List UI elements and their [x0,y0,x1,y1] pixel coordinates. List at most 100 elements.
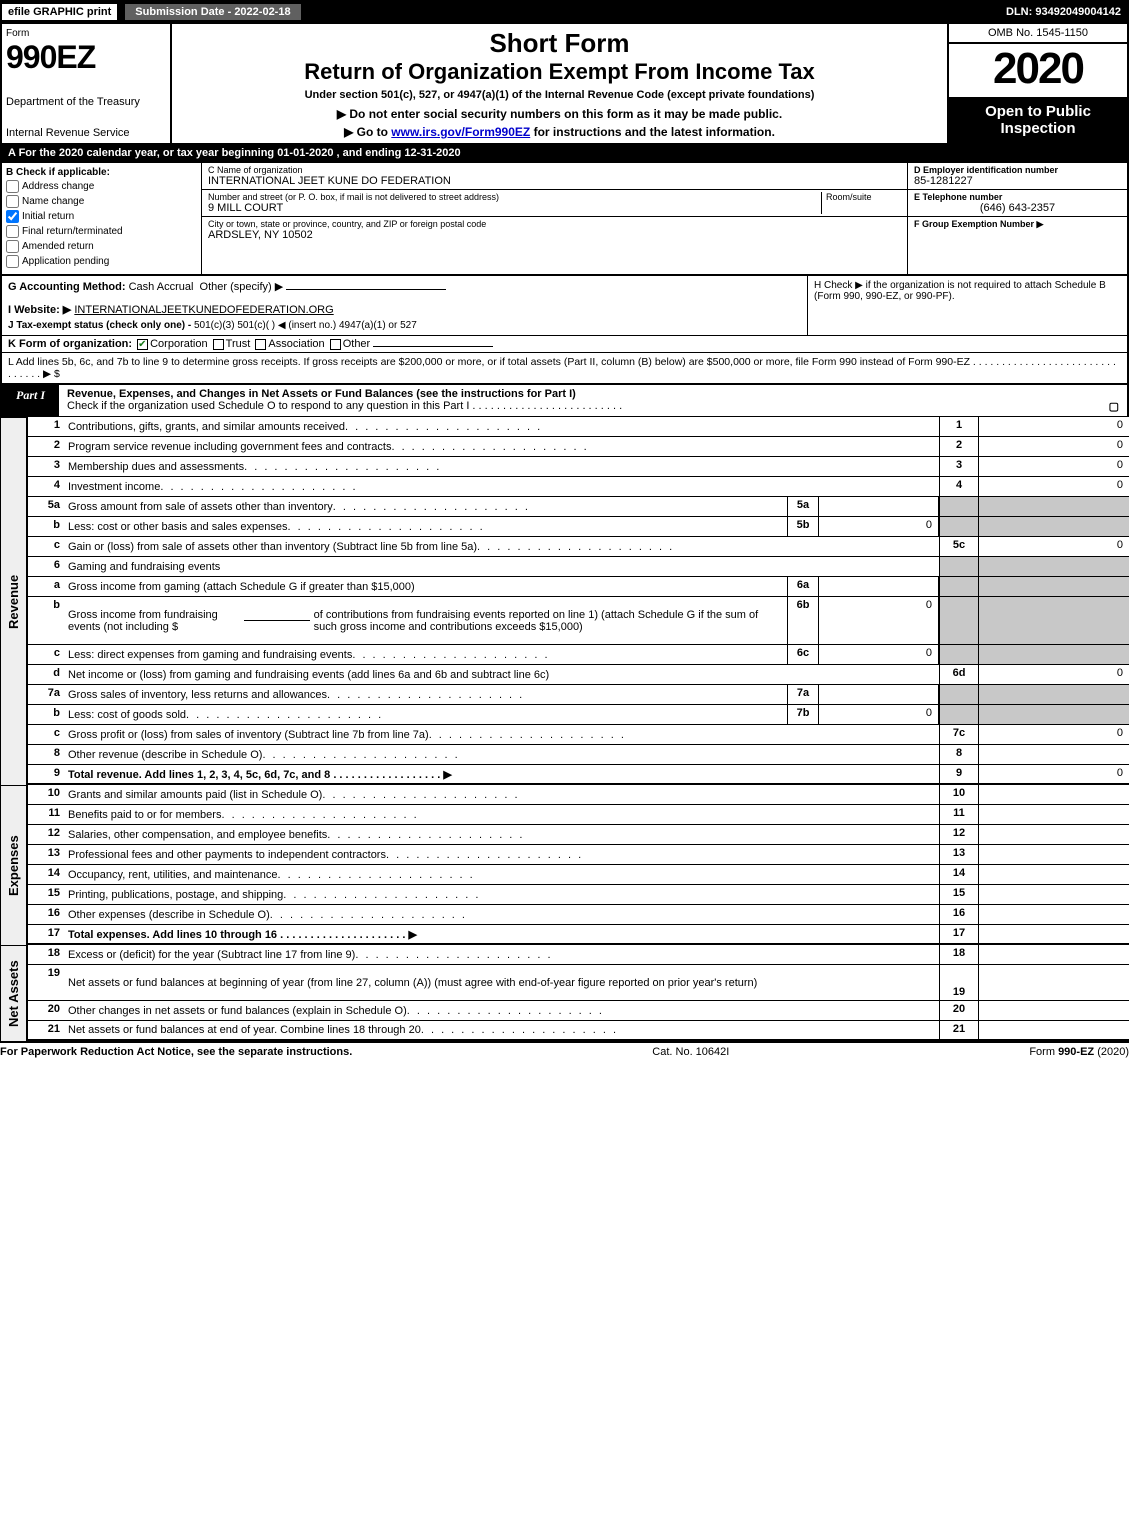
row-20-col: 20 [939,1001,979,1020]
row-6d-num: d [28,665,64,684]
row-6c-val [979,645,1129,664]
row-4-val: 0 [979,477,1129,496]
501c3-label: 501(c)(3) [194,320,235,331]
chk-application-pending[interactable]: Application pending [6,255,197,268]
dept-irs: Internal Revenue Service [6,127,166,139]
row-16-col: 16 [939,905,979,924]
row-15: 15Printing, publications, postage, and s… [28,885,1129,905]
row-20-val [979,1001,1129,1020]
chk-corporation[interactable] [137,339,148,350]
row-6-col [939,557,979,576]
row-19-desc: Net assets or fund balances at beginning… [64,965,939,1000]
row-6c-col [939,645,979,664]
line-g: G Accounting Method: Cash Accrual Other … [2,276,807,335]
row-7c-val: 0 [979,725,1129,744]
form-header: Form 990EZ Department of the Treasury In… [0,24,1129,145]
row-10-val [979,785,1129,804]
header-right: OMB No. 1545-1150 2020 Open to Public In… [947,24,1127,143]
row-6-desc: Gaming and fundraising events [64,557,939,576]
chk-trust[interactable] [213,339,224,350]
row-8-val [979,745,1129,764]
row-5b-val [979,517,1129,536]
street-address: 9 MILL COURT [208,202,821,214]
line-l: L Add lines 5b, 6c, and 7b to line 9 to … [0,353,1129,385]
other-label: Other (specify) ▶ [200,281,284,293]
row-7c-desc: Gross profit or (loss) from sales of inv… [64,725,939,744]
dln-label: DLN: 93492049004142 [1006,6,1129,18]
net-assets-side-label: Net Assets [0,945,28,1041]
chk-amended-return[interactable]: Amended return [6,240,197,253]
row-9-col: 9 [939,765,979,783]
ein-cell: D Employer identification number 85-1281… [908,163,1127,190]
city-cell: City or town, state or province, country… [202,217,907,243]
row-12: 12Salaries, other compensation, and empl… [28,825,1129,845]
goto-pre: ▶ Go to [344,125,391,139]
row-9: 9Total revenue. Add lines 1, 2, 3, 4, 5c… [28,765,1129,785]
corporation-label: Corporation [150,338,207,350]
other-org-field[interactable] [373,346,493,347]
row-6c-sn: 6c [787,645,819,664]
other-specify-field[interactable] [286,289,446,290]
part-1-check-text: Check if the organization used Schedule … [67,400,622,412]
row-8: 8Other revenue (describe in Schedule O)8 [28,745,1129,765]
row-5a-num: 5a [28,497,64,516]
row-5c-num: c [28,537,64,556]
website-value[interactable]: INTERNATIONALJEETKUNEDOFEDERATION.ORG [74,304,333,316]
city-label: City or town, state or province, country… [208,219,901,229]
row-6a: aGross income from gaming (attach Schedu… [28,577,1129,597]
goto-line: ▶ Go to www.irs.gov/Form990EZ for instru… [180,125,939,139]
row-6: 6Gaming and fundraising events [28,557,1129,577]
row-18: 18Excess or (deficit) for the year (Subt… [28,945,1129,965]
row-1-num: 1 [28,417,64,436]
chk-name-change[interactable]: Name change [6,195,197,208]
row-11-desc: Benefits paid to or for members [64,805,939,824]
row-5b-num: b [28,517,64,536]
dept-treasury: Department of the Treasury [6,96,166,108]
paperwork-notice: For Paperwork Reduction Act Notice, see … [0,1046,352,1058]
chk-initial-return[interactable]: Initial return [6,210,197,223]
chk-address-change[interactable]: Address change [6,180,197,193]
row-6b-sn: 6b [787,597,819,644]
tel-label: E Telephone number [914,192,1121,202]
line-k: K Form of organization: Corporation Trus… [0,336,1129,353]
row-6c-sv: 0 [819,645,939,664]
row-11-num: 11 [28,805,64,824]
row-5c-desc: Gain or (loss) from sale of assets other… [64,537,939,556]
section-c: C Name of organization INTERNATIONAL JEE… [202,163,907,274]
row-5a-sv [819,497,939,516]
row-6-val [979,557,1129,576]
city-state-zip: ARDSLEY, NY 10502 [208,229,901,241]
row-4-col: 4 [939,477,979,496]
row-6b-desc: Gross income from fundraising events (no… [64,597,787,644]
row-2-val: 0 [979,437,1129,456]
efile-print-label[interactable]: efile GRAPHIC print [0,2,119,22]
row-18-desc: Excess or (deficit) for the year (Subtra… [64,945,939,964]
open-to-public: Open to Public Inspection [949,97,1127,143]
row-7a-num: 7a [28,685,64,704]
row-14-col: 14 [939,865,979,884]
part-1-checkbox[interactable]: ▢ [1109,400,1119,413]
row-9-val: 0 [979,765,1129,783]
row-6b-blank[interactable] [244,620,309,621]
row-12-num: 12 [28,825,64,844]
row-7b-sv: 0 [819,705,939,724]
row-19-num: 19 [28,965,64,1000]
row-6b-col [939,597,979,644]
row-6c-desc: Less: direct expenses from gaming and fu… [64,645,787,664]
part-1-tag: Part I [2,385,59,416]
chk-other-org[interactable] [330,339,341,350]
row-1-desc: Contributions, gifts, grants, and simila… [64,417,939,436]
chk-association[interactable] [255,339,266,350]
chk-final-return[interactable]: Final return/terminated [6,225,197,238]
row-21-num: 21 [28,1021,64,1039]
goto-link[interactable]: www.irs.gov/Form990EZ [391,125,530,139]
row-19: 19Net assets or fund balances at beginni… [28,965,1129,1001]
row-6b-val [979,597,1129,644]
omb-number: OMB No. 1545-1150 [949,24,1127,44]
row-7a-val [979,685,1129,704]
row-17-col: 17 [939,925,979,943]
tax-year: 2020 [949,44,1127,97]
row-9-num: 9 [28,765,64,783]
row-6a-desc: Gross income from gaming (attach Schedul… [64,577,787,596]
row-1: 1Contributions, gifts, grants, and simil… [28,417,1129,437]
